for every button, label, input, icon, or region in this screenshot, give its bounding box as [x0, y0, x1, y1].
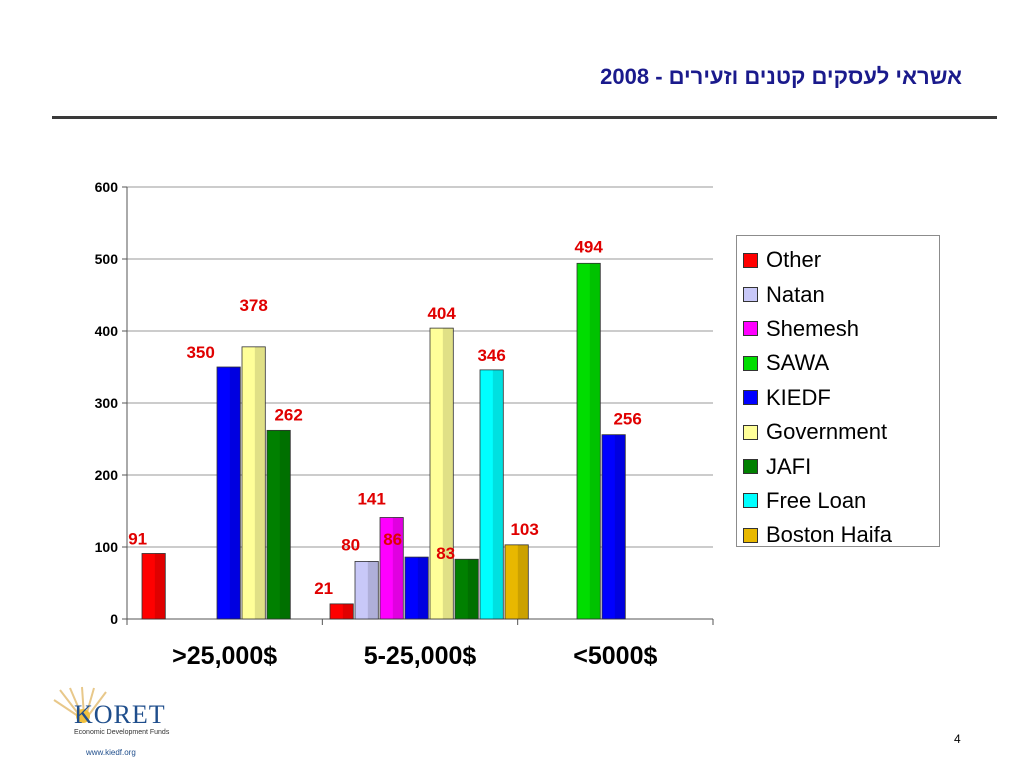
bar-shade — [417, 557, 429, 619]
slide-title: אשראי לעסקים קטנים וזעירים - 2008 — [600, 64, 962, 89]
category-label: <5000$ — [573, 642, 657, 670]
bar-government — [241, 346, 266, 620]
bar-shade — [589, 263, 601, 619]
y-tick-label: 100 — [95, 539, 119, 555]
data-label: 141 — [357, 489, 385, 508]
legend-label: Government — [766, 419, 888, 445]
y-tick-label: 400 — [95, 323, 119, 339]
logo-subtitle: Economic Development Funds — [74, 729, 170, 736]
bar-kiedf — [404, 556, 429, 620]
bar-shade — [154, 553, 166, 619]
category-label: 5-25,000$ — [364, 642, 477, 670]
y-tick-label: 0 — [110, 611, 118, 627]
legend-swatch — [743, 287, 758, 303]
bar-shade — [492, 369, 504, 619]
page-number: 4 — [954, 732, 961, 746]
legend-item: SAWA — [743, 346, 939, 380]
legend-label: Shemesh — [766, 315, 859, 341]
category-label: >25,000$ — [172, 642, 277, 670]
data-label: 378 — [239, 296, 267, 315]
legend-label: Boston Haifa — [766, 522, 892, 548]
bar-boston-haifa — [504, 544, 529, 620]
legend-label: Natan — [766, 281, 825, 307]
bar-shade — [442, 328, 454, 619]
bar-shade — [254, 346, 266, 619]
legend-item: Shemesh — [743, 312, 939, 346]
bar-shade — [342, 603, 354, 619]
legend-swatch — [743, 424, 758, 440]
data-label: 256 — [613, 410, 641, 429]
legend-swatch — [743, 321, 758, 337]
legend-item: Boston Haifa — [743, 518, 939, 552]
logo-wordmark: KORET — [74, 700, 166, 729]
legend-swatch — [743, 355, 758, 371]
bar-other — [141, 553, 166, 620]
data-label: 80 — [341, 535, 360, 554]
bar-shade — [517, 544, 529, 619]
legend-swatch — [743, 252, 758, 268]
legend-swatch — [743, 390, 758, 406]
bar-other — [329, 603, 354, 620]
y-tick-label: 600 — [95, 179, 119, 195]
data-label: 83 — [436, 544, 455, 563]
bar-shade — [467, 559, 479, 619]
bar-kiedf — [601, 434, 626, 620]
legend-label: JAFI — [766, 453, 812, 479]
legend-swatch — [743, 493, 758, 509]
logo-url: www.kiedf.org — [86, 748, 136, 757]
legend-item: Other — [743, 243, 939, 277]
legend-item: JAFI — [743, 449, 939, 483]
bar-shade — [614, 434, 626, 619]
bar-natan — [354, 561, 379, 620]
bar-shade — [279, 430, 291, 619]
legend-item: Natan — [743, 277, 939, 311]
data-label: 262 — [274, 405, 302, 424]
bar-shade — [392, 517, 404, 619]
bar-kiedf — [216, 366, 241, 620]
legend-swatch — [743, 527, 758, 543]
y-tick-label: 300 — [95, 395, 119, 411]
legend-item: Government — [743, 415, 939, 449]
title-divider — [52, 116, 997, 119]
data-label: 103 — [510, 520, 538, 539]
bar-free-loan — [479, 369, 504, 620]
data-label: 86 — [383, 530, 402, 549]
chart-legend: Other Natan Shemesh SAWA KIEDF Government JAFI… — [736, 235, 940, 547]
bar-sawa — [576, 262, 601, 620]
data-label: 21 — [314, 579, 333, 598]
bar-jafi — [266, 429, 291, 620]
bar-jafi — [454, 558, 479, 620]
y-tick-label: 500 — [95, 251, 119, 267]
sun-rays-icon — [53, 686, 107, 723]
bar-shade — [367, 561, 379, 619]
legend-label: Free Loan — [766, 487, 867, 513]
y-tick-label: 200 — [95, 467, 119, 483]
legend-swatch — [743, 459, 758, 475]
legend-label: SAWA — [766, 350, 830, 376]
data-label: 346 — [477, 346, 505, 365]
koret-logo: KORET Economic Development Funds www.kie… — [52, 686, 177, 762]
data-label: 350 — [186, 343, 214, 362]
bar-government — [429, 327, 454, 620]
legend-label: Other — [766, 247, 822, 273]
legend-label: KIEDF — [766, 384, 831, 410]
data-label: 404 — [427, 304, 456, 323]
data-label: 91 — [128, 529, 147, 548]
data-label: 494 — [574, 237, 603, 256]
bar-shade — [229, 367, 241, 619]
bar-shemesh — [379, 517, 404, 620]
legend-item: KIEDF — [743, 381, 939, 415]
legend-item: Free Loan — [743, 484, 939, 518]
